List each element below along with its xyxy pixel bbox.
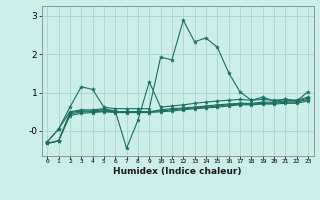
X-axis label: Humidex (Indice chaleur): Humidex (Indice chaleur) [113, 167, 242, 176]
